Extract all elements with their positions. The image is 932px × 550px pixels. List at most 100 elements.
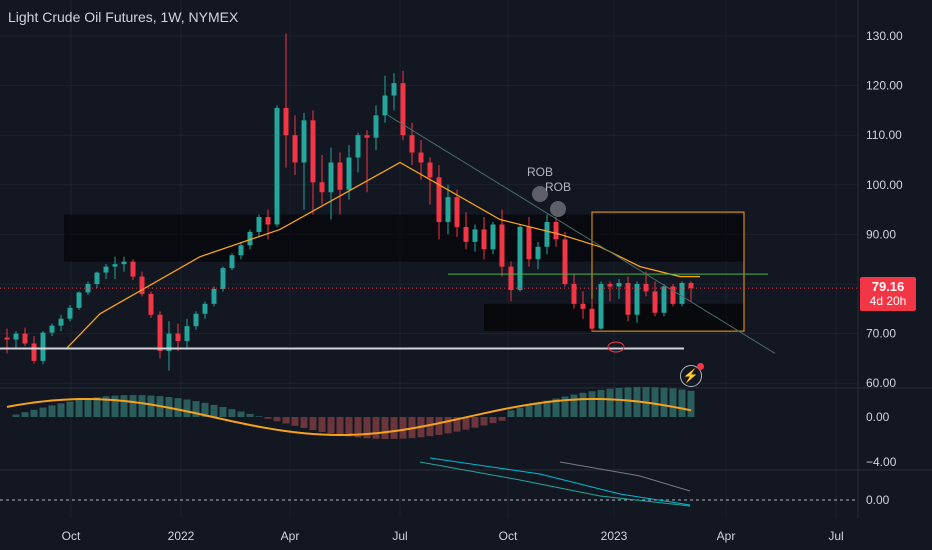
candle-body (499, 224, 505, 267)
oscillator-bar (219, 406, 227, 417)
candle (661, 284, 667, 317)
candle (490, 222, 496, 255)
candle-body (157, 314, 163, 351)
candle (301, 112, 307, 210)
candle (382, 75, 388, 123)
oscillator-bar (552, 398, 560, 417)
x-tick-label: 2022 (168, 529, 195, 543)
oscillator-bar (588, 391, 596, 417)
chart-title: Light Crude Oil Futures, 1W, NYMEX (8, 9, 239, 25)
oscillator-bar (210, 404, 218, 417)
candle-body (589, 308, 595, 329)
candle-body (463, 226, 469, 242)
candle-body (445, 197, 451, 222)
candle (256, 214, 262, 237)
candle (184, 318, 190, 349)
candle (436, 164, 442, 240)
candle (22, 327, 28, 346)
oscillator-bar (651, 387, 659, 417)
candle-body (490, 224, 496, 250)
candle-body (292, 135, 298, 163)
oscillator-bar (570, 394, 578, 417)
candle (526, 217, 532, 267)
candle (544, 214, 550, 255)
candle-body (121, 261, 127, 265)
oscillator-bar (678, 389, 686, 417)
oscillator-bar (363, 417, 371, 439)
candle-body (13, 333, 19, 340)
candle (355, 132, 361, 173)
candle-body (517, 226, 523, 290)
oscillator-bar (534, 403, 542, 417)
oscillator-bar (102, 396, 110, 417)
x-tick-label: Oct (499, 529, 518, 543)
candle-body (436, 177, 442, 222)
indicator-line (559, 461, 691, 492)
candle (535, 241, 541, 270)
candle-body (103, 266, 109, 273)
candle-body (652, 291, 658, 313)
candle (130, 259, 136, 281)
candle (391, 73, 397, 111)
oscillator-bar (174, 398, 182, 417)
candle (274, 105, 280, 227)
candle-body (571, 284, 577, 304)
candle (283, 33, 289, 168)
oscillator-bar (462, 417, 470, 430)
candle (580, 291, 586, 319)
oscillator-bar (489, 417, 497, 424)
oscillator-bar (147, 395, 155, 417)
last-price-value: 79.16 (871, 279, 905, 294)
oscillator-bar (507, 410, 515, 417)
candle-body (427, 162, 433, 178)
candle-body (40, 332, 46, 361)
candle-body (319, 182, 325, 193)
candle-body (130, 261, 136, 277)
candle (562, 231, 568, 287)
candle (67, 304, 73, 322)
oscillator-bar (354, 417, 362, 438)
candle (337, 152, 343, 215)
oscillator-bar (57, 403, 65, 417)
oscillator-signal-line (6, 398, 692, 437)
oscillator-bar (435, 417, 443, 435)
candle (589, 298, 595, 332)
oscillator-bar (444, 417, 452, 434)
range-box (591, 211, 745, 332)
oscillator-bar (480, 417, 488, 426)
candle-body (220, 268, 226, 289)
candle (58, 314, 64, 332)
oscillator-bar (597, 389, 605, 417)
candle (13, 331, 19, 349)
oscillator-bar (372, 417, 380, 439)
oscillator-bar (12, 414, 20, 417)
candle-body (625, 283, 631, 315)
candle-body (58, 318, 64, 326)
candle-body (49, 325, 55, 333)
candle-body (112, 264, 118, 267)
candle (400, 70, 406, 141)
candle (292, 115, 298, 175)
oscillator-bar (264, 417, 272, 419)
candle (670, 284, 676, 307)
candle (4, 328, 10, 354)
candle (220, 266, 226, 292)
candle-body (454, 197, 460, 227)
oscillator-bar (84, 398, 92, 417)
oscillator-bar (30, 409, 38, 417)
oscillator-bar (273, 417, 281, 422)
indicator-line (429, 457, 691, 506)
y-tick-label: 120.00 (866, 79, 903, 93)
candle-body (4, 337, 10, 340)
oscillator-bar (669, 388, 677, 417)
candle-body (409, 135, 415, 153)
candle (166, 321, 172, 371)
candle (652, 281, 658, 317)
candle-body (526, 226, 532, 260)
annotation-marker (532, 186, 548, 202)
candlestick-series (4, 33, 694, 371)
candle (328, 147, 334, 220)
lightning-bolt-icon[interactable]: ⚡ (680, 363, 704, 387)
